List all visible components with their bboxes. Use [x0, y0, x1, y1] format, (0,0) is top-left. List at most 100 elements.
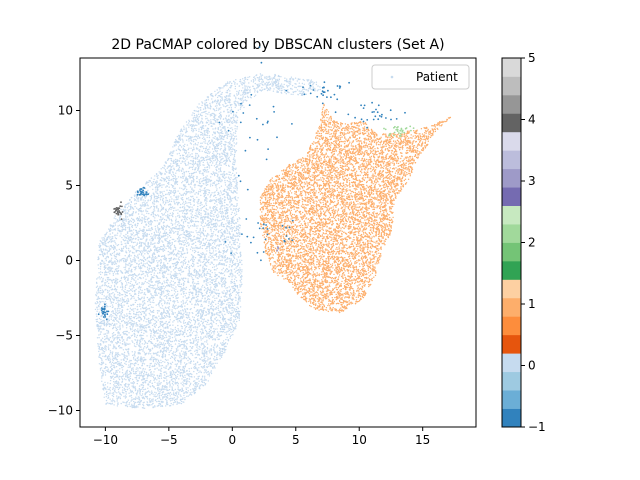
data-point: [284, 91, 286, 93]
data-point: [98, 350, 100, 353]
data-point: [217, 289, 219, 291]
data-point: [181, 387, 183, 389]
data-point: [113, 378, 115, 380]
data-point: [235, 280, 238, 282]
data-point: [142, 237, 144, 239]
data-point: [163, 393, 166, 396]
data-point: [107, 388, 109, 391]
data-point: [178, 168, 180, 170]
data-point: [150, 222, 152, 225]
data-point: [172, 287, 174, 289]
data-point: [115, 297, 118, 300]
data-point: [203, 136, 205, 138]
data-point: [215, 197, 217, 199]
data-point: [154, 322, 157, 325]
data-point: [200, 366, 203, 368]
data-point: [120, 313, 123, 315]
data-point: [156, 181, 158, 183]
data-point: [176, 238, 179, 240]
data-point: [172, 175, 174, 178]
data-point: [192, 139, 195, 141]
data-point: [114, 334, 117, 336]
data-point: [215, 186, 217, 188]
data-point: [205, 115, 207, 118]
data-point: [193, 220, 195, 223]
data-point: [188, 244, 190, 247]
data-point: [207, 288, 210, 290]
data-point: [198, 371, 200, 374]
data-point: [110, 318, 113, 320]
data-point: [187, 387, 189, 389]
data-point: [153, 371, 155, 373]
data-point: [125, 393, 127, 395]
data-point: [138, 377, 140, 380]
data-point: [211, 122, 213, 125]
data-point: [198, 128, 200, 130]
data-point: [105, 271, 107, 274]
data-point: [121, 377, 123, 380]
data-point: [154, 391, 156, 393]
data-point: [126, 315, 128, 317]
data-point: [198, 165, 200, 167]
data-point: [165, 334, 167, 337]
data-point: [198, 239, 200, 242]
data-point: [173, 357, 175, 359]
data-point: [199, 363, 202, 365]
data-point: [210, 372, 213, 375]
data-point: [115, 371, 117, 373]
data-point: [308, 83, 310, 85]
data-point: [179, 234, 181, 237]
data-point: [230, 208, 232, 211]
data-point: [98, 245, 100, 247]
data-point: [131, 226, 133, 229]
data-point: [173, 306, 176, 308]
data-point: [211, 173, 214, 176]
data-point: [168, 175, 170, 178]
data-point: [97, 264, 99, 266]
data-point: [189, 308, 191, 311]
data-point: [125, 204, 127, 206]
data-point: [235, 267, 237, 269]
data-point: [228, 106, 230, 109]
data-point: [215, 265, 217, 267]
data-point: [196, 214, 198, 216]
data-point: [236, 203, 238, 205]
data-point: [171, 361, 174, 363]
data-point: [209, 206, 211, 208]
data-point: [96, 307, 98, 309]
data-point: [195, 238, 197, 241]
data-point: [111, 298, 114, 300]
data-point: [133, 403, 136, 405]
data-point: [177, 233, 179, 236]
data-point: [178, 312, 180, 315]
data-point: [180, 268, 182, 270]
data-point: [171, 399, 173, 401]
data-point: [197, 205, 199, 208]
data-point: [226, 189, 228, 191]
data-point: [130, 391, 132, 394]
data-point: [236, 235, 238, 237]
data-point: [172, 280, 174, 283]
data-point: [101, 262, 103, 265]
data-point: [133, 279, 135, 281]
data-point: [191, 332, 194, 334]
data-point: [131, 323, 133, 325]
data-point: [204, 102, 206, 105]
data-point: [175, 286, 177, 288]
data-point: [244, 99, 246, 101]
data-point: [160, 338, 163, 340]
data-point: [204, 384, 206, 386]
data-point: [261, 89, 264, 91]
data-point: [112, 240, 114, 242]
data-point: [254, 77, 256, 80]
data-point: [178, 378, 180, 380]
data-point: [170, 158, 173, 160]
data-point: [220, 335, 222, 337]
data-point: [133, 198, 136, 200]
data-point: [145, 371, 148, 374]
data-point: [194, 110, 196, 112]
data-point: [228, 171, 230, 173]
data-point: [202, 132, 204, 135]
data-point: [298, 90, 300, 92]
data-point: [102, 300, 104, 303]
